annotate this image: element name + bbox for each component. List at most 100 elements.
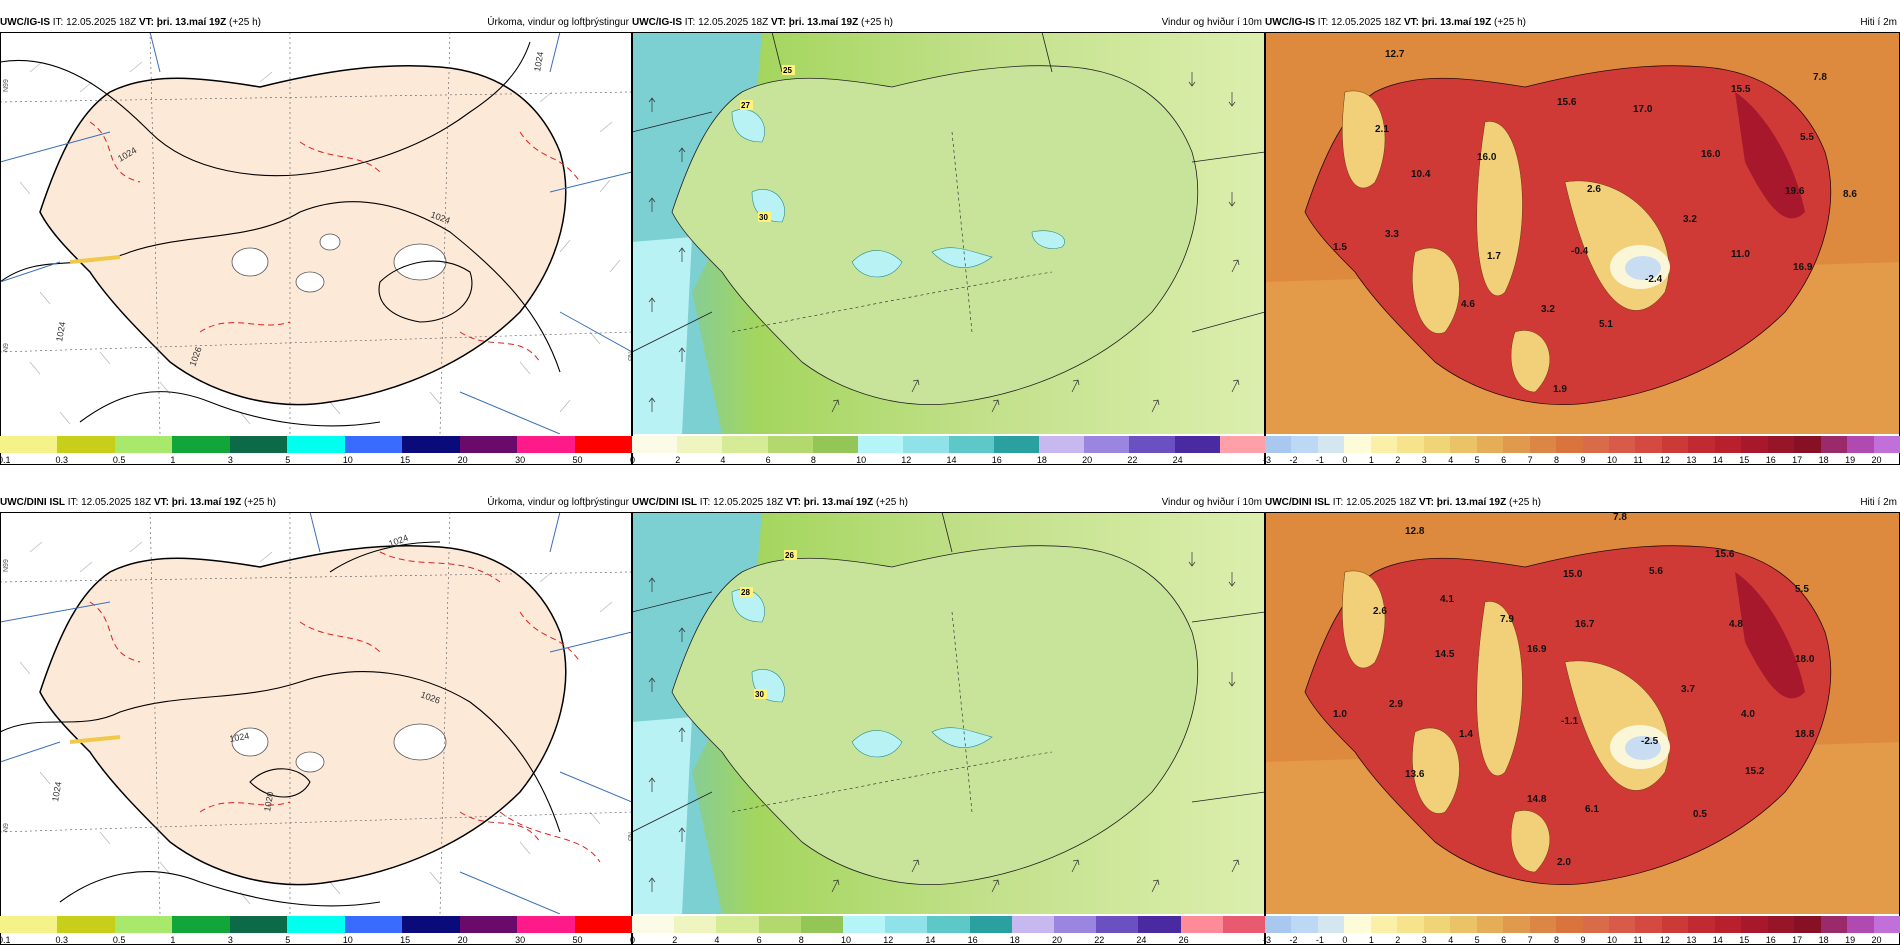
colorbar-tick-label: 14 [1712, 455, 1723, 465]
colorbar-swatch [0, 916, 58, 933]
temp-label: 3.7 [1681, 684, 1695, 695]
colorbar-tick-label: -1 [1315, 455, 1324, 465]
colorbar-swatch [1265, 916, 1292, 933]
colorbar-tick-label: 10 [1606, 455, 1617, 465]
panel-title: Úrkoma, vindur og loftþrýstingur [487, 497, 629, 508]
wind-map: 26 28 30 [632, 512, 1265, 914]
colorbar-swatch [287, 436, 346, 453]
colorbar-swatch [574, 436, 633, 453]
panel-title: Vindur og hviður í 10m [1161, 17, 1262, 28]
colorbar-tick-label: 15 [400, 935, 411, 945]
it-value: 12.05.2025 18Z [1346, 497, 1417, 508]
panel-precip-bottom: UWC/DINI ISL IT: 12.05.2025 18Z VT: þri.… [0, 495, 633, 945]
colorbar-tick-label: 19 [1845, 935, 1856, 945]
colorbar-swatch [812, 436, 859, 453]
colorbar-tick-label: 3 [227, 935, 233, 945]
isobar-label: 1024 [229, 731, 250, 744]
temp-label: 7.8 [1813, 72, 1827, 83]
vt-label: VT: [138, 17, 154, 28]
colorbar-swatch [843, 916, 886, 933]
temp-label: 4.8 [1729, 619, 1743, 630]
temp-label: 3.2 [1541, 304, 1555, 315]
colorbar-swatch [229, 436, 288, 453]
temp-label: 17.0 [1633, 104, 1653, 115]
gust-label: 28 [741, 588, 750, 597]
colorbar-tick-label: 10 [342, 935, 353, 945]
colorbar-swatch [1582, 436, 1610, 453]
colorbar-swatch [1608, 436, 1636, 453]
colorbar-swatch [948, 436, 995, 453]
wind-map: 25 27 30 [632, 32, 1265, 434]
temp-label: 12.8 [1405, 526, 1425, 537]
colorbar-swatch [969, 916, 1013, 933]
colorbar-tick-label: 0.1 [0, 935, 11, 945]
colorbar-swatch [1397, 436, 1425, 453]
colorbar-tick-label: 3 [227, 455, 233, 465]
temp-label: 19.6 [1785, 186, 1805, 197]
colorbar-tick-label: -2 [1289, 935, 1298, 945]
colorbar-swatch [674, 916, 717, 933]
colorbar-swatch [1317, 436, 1345, 453]
temp-label: 2.6 [1373, 606, 1387, 617]
temp-label: 1.7 [1487, 251, 1501, 262]
temp-colorbar: -3 -2 -1 0 1 2 3 4 5 6 7 8 9 10 11 12 13 14 15 16 17 18 19 20 [1263, 916, 1900, 946]
vt-label: VT: [1403, 17, 1419, 28]
colorbar-tick-label: 50 [572, 455, 583, 465]
colorbar-tick-label: 5 [1474, 935, 1480, 945]
colorbar-tick-label: 11 [1633, 455, 1643, 465]
temp-label: 6.1 [1585, 804, 1599, 815]
vt-value: þri. 13.maí 19Z [1421, 17, 1492, 28]
colorbar-swatch [1608, 916, 1636, 933]
temp-label: 3.2 [1683, 214, 1697, 225]
colorbar-tick-label: 17 [1792, 935, 1803, 945]
colorbar-tick-label: 0 [630, 455, 636, 465]
colorbar-swatch [1096, 916, 1139, 933]
isobar-label: 1024 [54, 321, 67, 342]
lead-time: (+25 h) [1494, 17, 1526, 28]
temp-label: 10.4 [1411, 169, 1431, 180]
colorbar-tick-label: 11 [1633, 935, 1643, 945]
temp-label: 7.9 [1500, 614, 1514, 625]
colorbar-swatch [1847, 436, 1875, 453]
colorbar-tick-label: 8 [1554, 455, 1560, 465]
colorbar-swatch [1476, 436, 1504, 453]
temp-colorbar: -3 -2 -1 0 1 2 3 4 5 6 7 8 9 10 11 12 13 14 15 16 17 18 19 20 [1263, 436, 1900, 466]
colorbar-tick-label: 13 [1686, 935, 1697, 945]
colorbar-tick-label: 0 [1342, 455, 1348, 465]
panel-header: UWC/DINI ISL IT: 12.05.2025 18Z VT: þri.… [632, 495, 1265, 511]
colorbar-tick-label: 4 [714, 935, 720, 945]
panel-header: UWC/IG-IS IT: 12.05.2025 18Z VT: þri. 13… [0, 15, 632, 31]
temp-label: 18.0 [1795, 654, 1815, 665]
panel-temp-top: UWC/IG-IS IT: 12.05.2025 18Z VT: þri. 13… [1263, 15, 1900, 466]
temp-label: 5.1 [1599, 319, 1613, 330]
colorbar-tick-label: 15 [400, 455, 411, 465]
colorbar-tick-label: 7 [1527, 935, 1533, 945]
colorbar-tick-label: 14 [1712, 935, 1723, 945]
temp-map: 12.8 7.8 15.6 15.0 5.6 2.6 4.1 7.9 16.7 … [1265, 512, 1900, 914]
vt-label: VT: [770, 17, 786, 28]
colorbar-swatch [114, 916, 173, 933]
colorbar-swatch [1370, 436, 1398, 453]
temp-label: 11.0 [1731, 249, 1750, 260]
colorbar-tick-label: 12 [901, 455, 912, 465]
vt-value: þri. 13.maí 19Z [1436, 497, 1507, 508]
colorbar-swatch [0, 436, 58, 453]
colorbar-swatch [677, 436, 723, 453]
colorbar-swatch [172, 916, 231, 933]
colorbar-swatch [767, 436, 814, 453]
vt-value: þri. 13.maí 19Z [788, 17, 859, 28]
model-name: UWC/IG-IS [0, 17, 50, 28]
panel-title: Hiti í 2m [1860, 17, 1897, 28]
gust-label: 25 [783, 66, 792, 75]
colorbar-swatch [1556, 436, 1583, 453]
colorbar-swatch [517, 916, 576, 933]
colorbar-tick-label: 0.1 [0, 455, 11, 465]
precip-map: 1024 1024 1026 1020 1024 N99 N9 N5 [0, 512, 632, 914]
colorbar-tick-label: 16 [1765, 455, 1776, 465]
temp-label: 4.0 [1741, 709, 1755, 720]
colorbar-swatch [758, 916, 802, 933]
temp-label: 18.8 [1795, 729, 1815, 740]
colorbar-tick-label: 20 [1871, 935, 1882, 945]
colorbar-swatch [1397, 916, 1425, 933]
panel-header: UWC/IG-IS IT: 12.05.2025 18Z VT: þri. 13… [632, 15, 1265, 31]
